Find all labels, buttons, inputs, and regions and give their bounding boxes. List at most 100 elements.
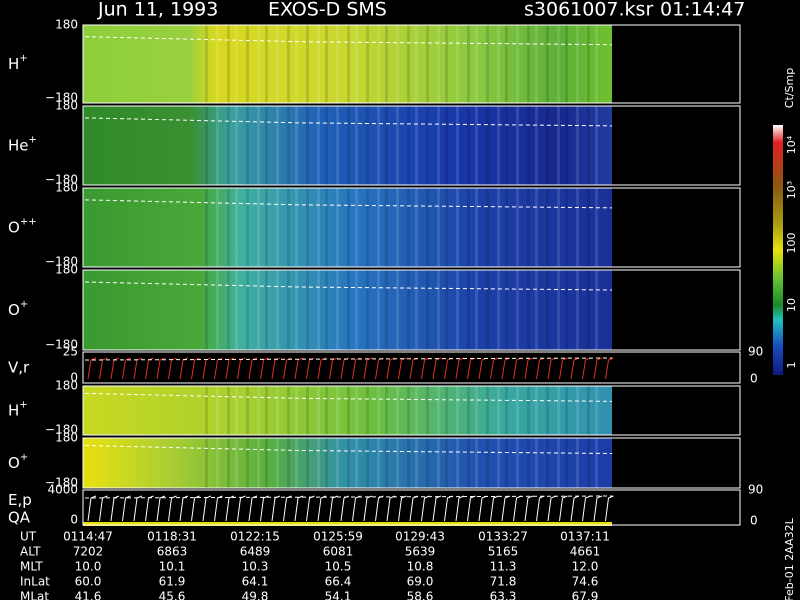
stripe [456,386,459,435]
stripe [505,386,508,435]
stripe [535,438,538,488]
stripe [396,106,399,185]
axis-top: 180 [55,99,78,113]
stripe [595,270,598,350]
stripe [497,270,500,350]
row-value: 71.8 [490,575,517,589]
color-tick: 10³ [785,181,798,199]
row-value: 45.6 [159,590,186,600]
stripe [246,106,249,185]
stripe [505,270,508,350]
row-value: 5165 [488,545,519,559]
stripe [595,25,598,103]
stripe [557,188,560,267]
stripe [467,270,470,350]
stripe [475,25,478,103]
stripe [216,106,219,185]
stripe [587,386,590,435]
stripe [486,270,489,350]
row-value: 54.1 [325,590,352,600]
pitch-line [84,199,613,209]
row-value: 12.0 [572,560,599,574]
stripe [317,270,320,350]
stripe [276,438,279,488]
stripe [216,188,219,267]
stripe [445,106,448,185]
stripe [257,188,260,267]
stripe [527,438,530,488]
stripe [257,438,260,488]
stripe [306,25,309,103]
stripe [265,386,268,435]
stripe [426,386,429,435]
stripe [366,438,369,488]
row-value: 10.5 [325,560,352,574]
stripe [246,188,249,267]
stripe [257,386,260,435]
stripe [505,188,508,267]
stripe [227,25,230,103]
panel-frame [82,187,741,268]
stripe [366,188,369,267]
row-label: InLat [20,575,50,589]
row-value: 67.9 [572,590,599,600]
stripe [486,106,489,185]
row-value: 7202 [73,545,104,559]
stripe [576,106,579,185]
color-tick: 100 [785,233,798,254]
stripe [257,106,260,185]
row-label: ALT [20,545,41,559]
stripe [385,270,388,350]
axis-top: 180 [55,181,78,195]
stripe [366,270,369,350]
stripe [565,188,568,267]
label-text: O [8,301,20,319]
stripe [235,386,238,435]
stripe [265,106,268,185]
trace [87,495,614,522]
stripe [385,188,388,267]
color-bar [773,125,783,375]
stripe [385,106,388,185]
stripe [437,188,440,267]
label-text: He [8,136,29,154]
color-tick: 10 [785,298,798,312]
stripe [407,25,410,103]
stripe [415,25,418,103]
stripe [385,25,388,103]
stripe [306,270,309,350]
stripe [456,270,459,350]
stripe [557,106,560,185]
stripe [407,106,410,185]
stripe [366,106,369,185]
stripe [347,386,350,435]
stripe [396,438,399,488]
stripe [317,386,320,435]
stripe [595,188,598,267]
stripe [306,106,309,185]
stripe [467,25,470,103]
stripe [505,106,508,185]
stripe [497,25,500,103]
stripe [565,25,568,103]
panel-label: H+ [8,53,28,73]
pitch-line [84,117,613,127]
row-value: 0118:31 [147,530,197,544]
stripe [497,188,500,267]
row-label: MLat [20,590,49,600]
stripe [355,386,358,435]
label-text: O [8,454,20,472]
stripe [325,188,328,267]
stripe [227,188,230,267]
stripe [227,386,230,435]
stripe [595,438,598,488]
stripe [467,386,470,435]
stripe [527,270,530,350]
axis-bottom: 0 [70,371,78,385]
stripe [407,438,410,488]
panel-label: H+ [8,400,28,420]
row-value: 0114:47 [63,530,113,544]
stripe [227,270,230,350]
axis-bottom: −180 [45,91,78,105]
stripe [467,188,470,267]
